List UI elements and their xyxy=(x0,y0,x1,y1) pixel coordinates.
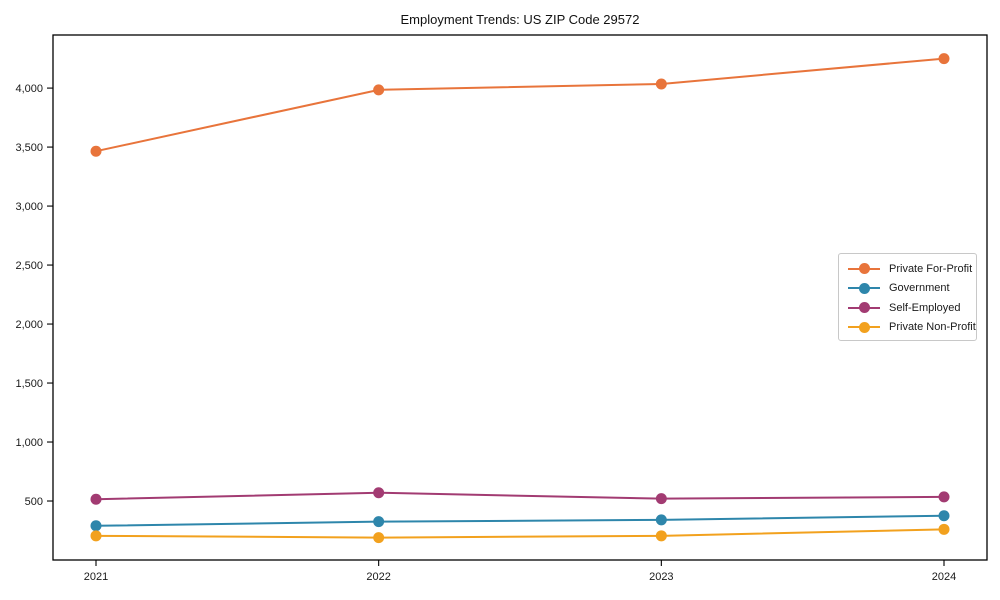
series-line-government xyxy=(95,514,945,527)
legend-item-government: Government xyxy=(848,279,968,299)
legend-line-marker-icon xyxy=(848,321,880,333)
legend-item-self-employed: Self-Employed xyxy=(848,298,968,318)
y-tick-label: 1,500 xyxy=(15,378,43,390)
legend-item-private-non-profit: Private Non-Profit xyxy=(848,318,976,338)
series-marker-government xyxy=(90,520,102,532)
legend-line-marker-icon xyxy=(848,263,880,275)
series-marker-private-for-profit xyxy=(90,145,102,157)
y-tick-label: 3,000 xyxy=(15,201,43,213)
series-marker-private-for-profit xyxy=(655,78,667,90)
series-marker-private-non-profit xyxy=(938,523,950,535)
y-tick-label: 3,500 xyxy=(15,142,43,154)
legend-label: Self-Employed xyxy=(889,301,961,314)
x-tick-label: 2024 xyxy=(932,571,956,583)
legend-line-marker-icon xyxy=(848,302,880,314)
series-marker-private-non-profit xyxy=(373,532,385,544)
series-marker-self-employed xyxy=(373,487,385,499)
series-marker-self-employed xyxy=(90,493,102,505)
series-marker-self-employed xyxy=(655,493,667,505)
x-tick-label: 2022 xyxy=(366,571,390,583)
legend-item-private-for-profit: Private For-Profit xyxy=(848,259,972,279)
series-marker-private-non-profit xyxy=(90,530,102,542)
legend-line-marker-icon xyxy=(848,282,880,294)
y-tick-label: 4,000 xyxy=(15,83,43,95)
y-tick-label: 500 xyxy=(25,496,43,508)
series-marker-government xyxy=(373,516,385,528)
y-tick-label: 1,000 xyxy=(15,437,43,449)
x-tick-label: 2023 xyxy=(649,571,673,583)
x-tick-label: 2021 xyxy=(84,571,108,583)
legend-label: Private For-Profit xyxy=(889,262,973,275)
y-tick-label: 2,000 xyxy=(15,319,43,331)
series-marker-government xyxy=(655,514,667,526)
chart-title: Employment Trends: US ZIP Code 29572 xyxy=(400,12,640,27)
series-marker-private-for-profit xyxy=(938,53,950,65)
series-marker-self-employed xyxy=(938,491,950,503)
series-line-private-for-profit xyxy=(95,57,945,153)
series-marker-government xyxy=(938,510,950,522)
legend-label: Private Non-Profit xyxy=(889,321,976,334)
series-line-private-non-profit xyxy=(95,528,945,539)
series-marker-private-for-profit xyxy=(373,84,385,96)
series-line-self-employed xyxy=(95,491,945,501)
legend: Private For-Profit Government Self-Emplo… xyxy=(838,253,977,341)
y-tick-label: 2,500 xyxy=(15,260,43,272)
series-marker-private-non-profit xyxy=(655,530,667,542)
axes-box xyxy=(52,34,988,561)
legend-label: Government xyxy=(889,282,950,295)
